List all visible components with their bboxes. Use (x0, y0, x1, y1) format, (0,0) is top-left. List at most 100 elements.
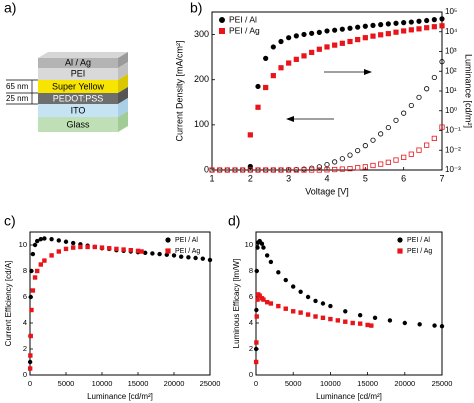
data-point (257, 293, 262, 298)
x-tick-label: 15000 (357, 379, 378, 388)
x-tick-label: 1 (209, 173, 214, 183)
arrow-head (286, 116, 294, 122)
data-point (29, 268, 34, 274)
data-point (171, 253, 177, 258)
data-point (385, 159, 391, 165)
data-point (432, 323, 437, 328)
legend-label: PEI / Ag (175, 248, 200, 255)
data-point (439, 124, 445, 130)
legend-marker (165, 248, 171, 254)
data-point (320, 301, 326, 306)
data-point (35, 268, 40, 274)
data-point (305, 294, 311, 300)
data-point (401, 154, 407, 160)
data-point (431, 74, 437, 81)
y-tick-label: 0 (23, 370, 27, 379)
legend-marker (397, 237, 403, 243)
data-point (378, 161, 384, 167)
data-point (264, 299, 270, 305)
arrow-head (364, 69, 372, 75)
layer-label: ITO (71, 105, 86, 115)
data-point (49, 236, 54, 242)
data-point (343, 319, 348, 324)
data-point (30, 288, 36, 293)
data-point (35, 238, 40, 244)
legend-marker (397, 248, 403, 254)
y-tick-label: 2 (249, 344, 253, 353)
legend-marker (218, 16, 225, 23)
data-point (99, 245, 105, 250)
data-point (142, 250, 148, 255)
data-point (71, 245, 76, 250)
data-point (339, 156, 345, 162)
data-point (316, 164, 322, 170)
data-point (42, 236, 47, 241)
data-point (56, 249, 61, 254)
data-point (416, 26, 422, 32)
data-point (114, 246, 119, 252)
data-point (357, 321, 363, 326)
data-point (293, 167, 299, 173)
data-point (78, 244, 83, 250)
data-point (332, 159, 338, 165)
data-point (240, 167, 246, 173)
data-point (291, 284, 296, 289)
data-point (365, 322, 370, 328)
data-point (416, 147, 422, 153)
data-point (347, 38, 353, 45)
data-point (339, 166, 345, 172)
data-point (328, 316, 333, 322)
data-point (372, 315, 378, 320)
data-point (324, 28, 330, 34)
data-point (408, 102, 414, 109)
data-point (290, 309, 296, 314)
y-tick-label: 100 (194, 119, 209, 129)
data-point (309, 167, 315, 173)
data-point (193, 255, 198, 261)
data-point (393, 117, 399, 123)
x-tick-label: 0 (28, 379, 32, 388)
data-point (247, 167, 253, 173)
data-point (200, 256, 205, 261)
data-point (401, 28, 407, 34)
data-point (335, 318, 341, 323)
data-point (328, 303, 333, 309)
data-point (135, 248, 141, 254)
layer-side (118, 52, 128, 68)
data-point (408, 27, 414, 33)
y2-axis-label: Luminance [cd/m²] (464, 54, 474, 128)
data-point (28, 333, 33, 339)
data-point (301, 53, 307, 59)
data-point (128, 247, 133, 253)
data-point (362, 35, 368, 41)
x-tick-label: 15000 (128, 379, 149, 388)
layer-label: PEI (71, 68, 86, 78)
data-point (139, 249, 144, 254)
y-tick-label: 200 (194, 74, 209, 84)
data-point (316, 167, 322, 173)
data-point (283, 306, 288, 311)
data-point (347, 25, 353, 31)
data-point (255, 167, 261, 173)
data-point (298, 289, 303, 294)
data-point (393, 157, 399, 163)
x-tick-label: 2 (248, 173, 253, 183)
legend-marker (165, 237, 171, 243)
data-point (56, 238, 61, 243)
data-point (263, 84, 269, 91)
data-point (28, 294, 33, 300)
data-point (316, 46, 322, 52)
legend-label: PEI / Ag (229, 25, 260, 35)
layer-label: Glass (66, 119, 90, 129)
data-point (157, 251, 162, 257)
data-point (286, 35, 292, 41)
layer (38, 58, 118, 68)
y2-tick-label: 10⁴ (445, 27, 458, 36)
data-point (63, 246, 69, 252)
data-point (38, 262, 43, 267)
data-point (207, 257, 213, 263)
layer-side (118, 98, 128, 117)
data-point (355, 147, 361, 154)
data-point (32, 242, 38, 248)
data-point (232, 167, 238, 173)
